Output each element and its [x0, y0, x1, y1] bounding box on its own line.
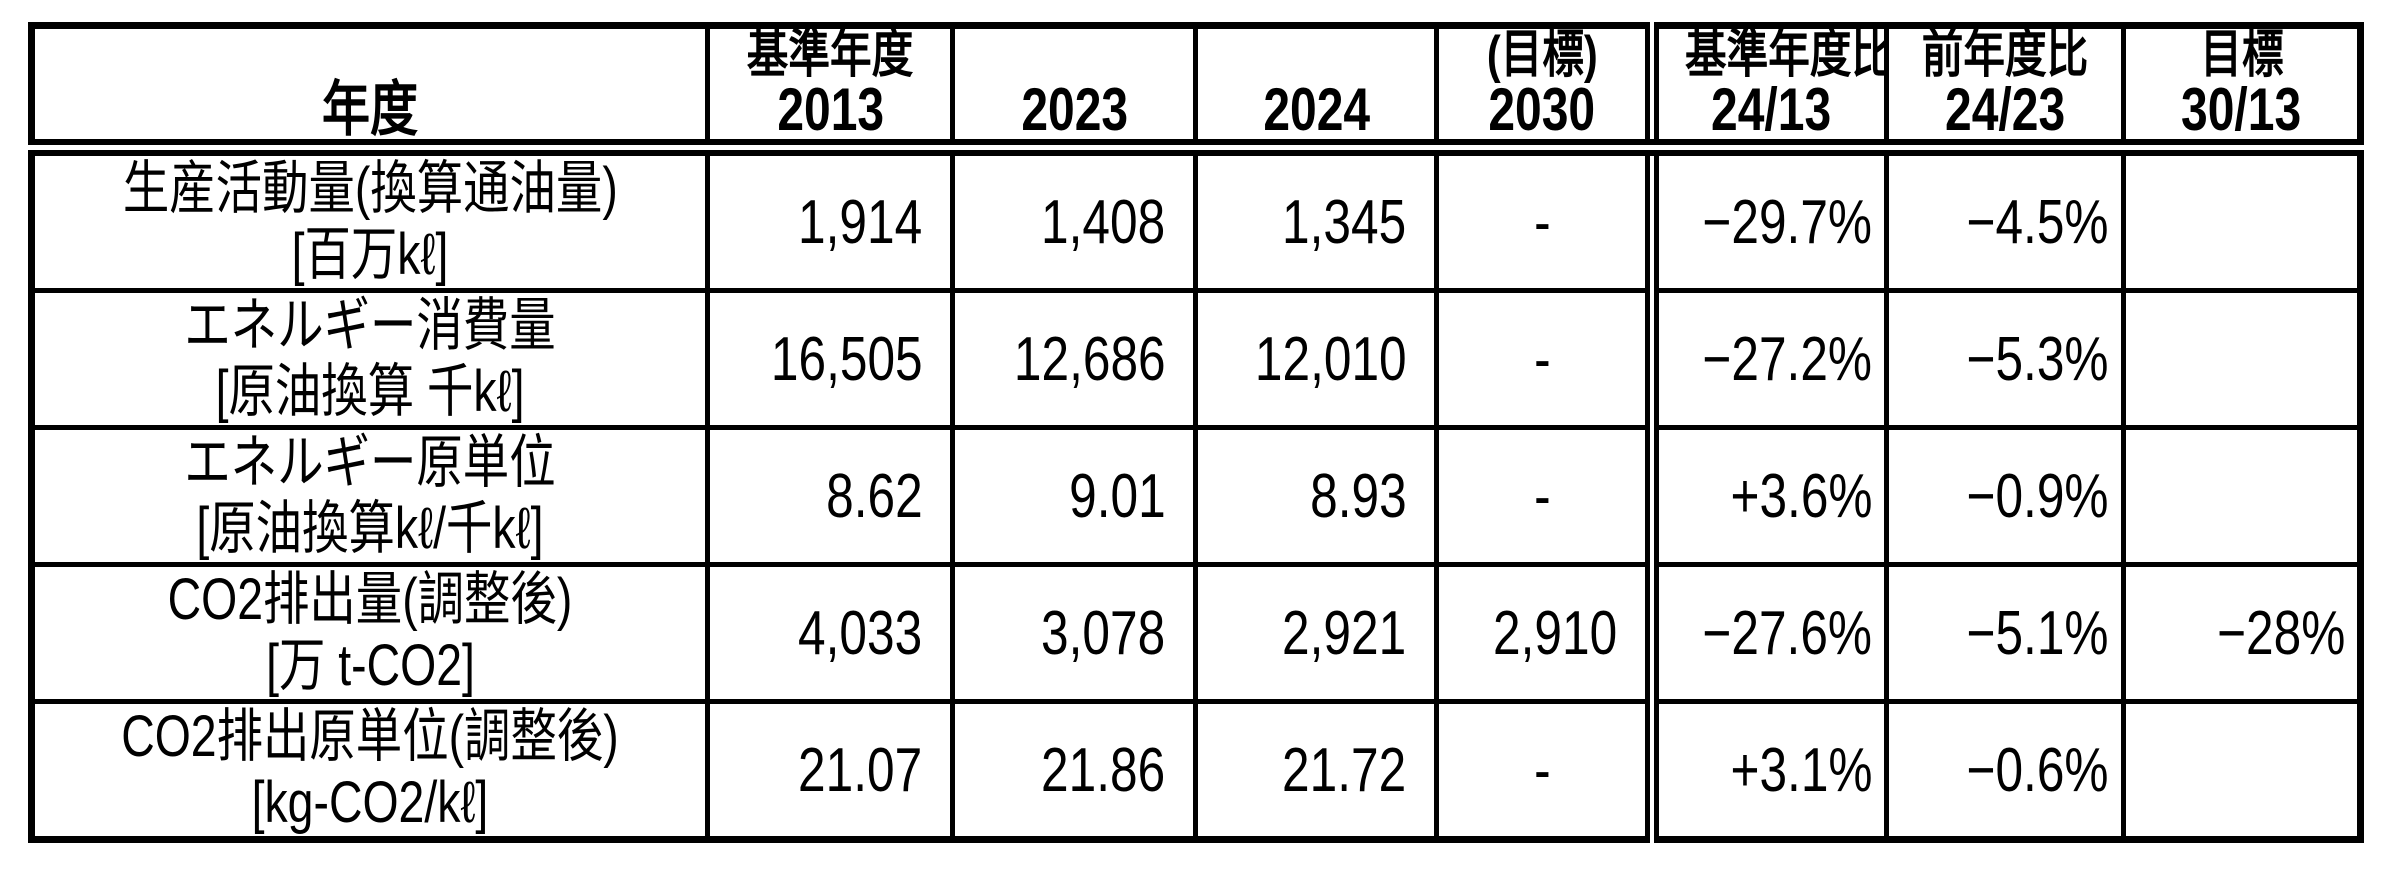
ratio-24-13: +3.1% — [1649, 699, 1890, 842]
header-bottom-label: 24/23 — [1944, 76, 2066, 143]
table-header: 年度 基準年度 2013 2023 2024 (目標) 2030 基準年度比 2… — [28, 23, 2363, 156]
header-top-label: 目標 — [2199, 26, 2284, 84]
table-row-energy-consumption: エネルギー消費量 [原油換算 千kℓ] 16,505 12,686 12,010… — [28, 288, 2363, 430]
table-row-energy-intensity: エネルギー原単位 [原油換算kℓ/千kℓ] 8.62 9.01 8.93 - +… — [28, 425, 2363, 567]
header-fiscal-year: 年度 — [28, 23, 711, 156]
header-bottom-label: 2023 — [1021, 76, 1128, 143]
row-label: CO2排出原単位(調整後) [kg-CO2/kℓ] — [28, 699, 711, 842]
header-year-2023: 2023 — [950, 23, 1199, 156]
ratio-24-23: −5.3% — [1884, 288, 2127, 430]
header-ratio-24-23: 前年度比 24/23 — [1884, 23, 2127, 156]
table-row-production-activity: 生産活動量(換算通油量) [百万kℓ] 1,914 1,408 1,345 - … — [28, 145, 2363, 293]
value-2024: 21.72 — [1193, 699, 1440, 842]
value-2023: 3,078 — [950, 562, 1199, 704]
row-label-line2: [百万kℓ] — [291, 222, 449, 287]
header-top-label — [37, 31, 703, 82]
value-2024: 1,345 — [1193, 145, 1440, 293]
value-2013: 1,914 — [705, 145, 956, 293]
ratio-24-23: −0.6% — [1884, 699, 2127, 842]
value-2023: 12,686 — [950, 288, 1199, 430]
ratio-24-13: −27.6% — [1649, 562, 1890, 704]
value-target-2030: - — [1434, 145, 1659, 293]
target-30-13 — [2121, 145, 2363, 293]
table-body: 生産活動量(換算通油量) [百万kℓ] 1,914 1,408 1,345 - … — [28, 145, 2363, 842]
value-target-2030: - — [1434, 288, 1659, 430]
row-label: 生産活動量(換算通油量) [百万kℓ] — [28, 145, 711, 293]
table-row-co2-emissions: CO2排出量(調整後) [万 t-CO2] 4,033 3,078 2,921 … — [28, 562, 2363, 704]
header-top-label — [958, 31, 1191, 82]
row-label: CO2排出量(調整後) [万 t-CO2] — [28, 562, 711, 704]
header-bottom-label: 24/13 — [1711, 76, 1832, 143]
ratio-24-23: −0.9% — [1884, 425, 2127, 567]
row-label-line1: エネルギー原単位 — [184, 430, 556, 496]
row-label-line1: CO2排出量(調整後) — [167, 567, 573, 633]
value-target-2030: - — [1434, 425, 1659, 567]
value-2013: 4,033 — [705, 562, 956, 704]
header-target-30-13: 目標 30/13 — [2121, 23, 2363, 156]
header-bottom-label: 2030 — [1488, 76, 1596, 143]
header-target-2030: (目標) 2030 — [1434, 23, 1659, 156]
header-top-label: 前年度比 — [1921, 26, 2089, 84]
energy-co2-metrics-table: 年度 基準年度 2013 2023 2024 (目標) 2030 基準年度比 2… — [28, 22, 2364, 843]
ratio-24-23: −4.5% — [1884, 145, 2127, 293]
ratio-24-13: +3.6% — [1649, 425, 1890, 567]
value-2024: 8.93 — [1193, 425, 1440, 567]
target-30-13 — [2121, 699, 2363, 842]
value-target-2030: 2,910 — [1434, 562, 1659, 704]
target-30-13 — [2121, 425, 2363, 567]
target-30-13 — [2121, 288, 2363, 430]
value-2024: 2,921 — [1193, 562, 1440, 704]
row-label-line2: [kg-CO2/kℓ] — [251, 770, 489, 835]
row-label-line2: [原油換算kℓ/千kℓ] — [196, 496, 544, 561]
header-top-label — [1201, 31, 1432, 82]
header-row: 年度 基準年度 2013 2023 2024 (目標) 2030 基準年度比 2… — [28, 23, 2363, 156]
target-30-13: −28% — [2121, 562, 2363, 704]
row-label-line2: [原油換算 千kℓ] — [215, 359, 525, 424]
row-label-line1: CO2排出原単位(調整後) — [121, 704, 619, 770]
ratio-24-13: −27.2% — [1649, 288, 1890, 430]
header-top-label: 基準年度 — [747, 26, 914, 84]
value-2023: 1,408 — [950, 145, 1199, 293]
header-bottom-label: 30/13 — [2181, 76, 2302, 143]
header-bottom-label: 2013 — [777, 76, 884, 143]
table-row-co2-intensity: CO2排出原単位(調整後) [kg-CO2/kℓ] 21.07 21.86 21… — [28, 699, 2363, 842]
header-ratio-24-13: 基準年度比 24/13 — [1649, 23, 1890, 156]
ratio-24-13: −29.7% — [1649, 145, 1890, 293]
row-label: エネルギー原単位 [原油換算kℓ/千kℓ] — [28, 425, 711, 567]
header-year-2024: 2024 — [1193, 23, 1440, 156]
row-label-line1: 生産活動量(換算通油量) — [122, 156, 618, 221]
header-base-year-2013: 基準年度 2013 — [705, 23, 956, 156]
ratio-24-23: −5.1% — [1884, 562, 2127, 704]
value-2024: 12,010 — [1193, 288, 1440, 430]
header-bottom-label: 年度 — [322, 76, 419, 143]
header-top-label: (目標) — [1486, 26, 1598, 84]
value-2023: 21.86 — [950, 699, 1199, 842]
value-2013: 8.62 — [705, 425, 956, 567]
row-label-line2: [万 t-CO2] — [265, 633, 475, 698]
row-label: エネルギー消費量 [原油換算 千kℓ] — [28, 288, 711, 430]
value-2023: 9.01 — [950, 425, 1199, 567]
value-target-2030: - — [1434, 699, 1659, 842]
value-2013: 16,505 — [705, 288, 956, 430]
header-top-label: 基準年度比 — [1684, 26, 1887, 84]
row-label-line1: エネルギー消費量 — [184, 293, 556, 359]
value-2013: 21.07 — [705, 699, 956, 842]
header-bottom-label: 2024 — [1263, 76, 1370, 143]
